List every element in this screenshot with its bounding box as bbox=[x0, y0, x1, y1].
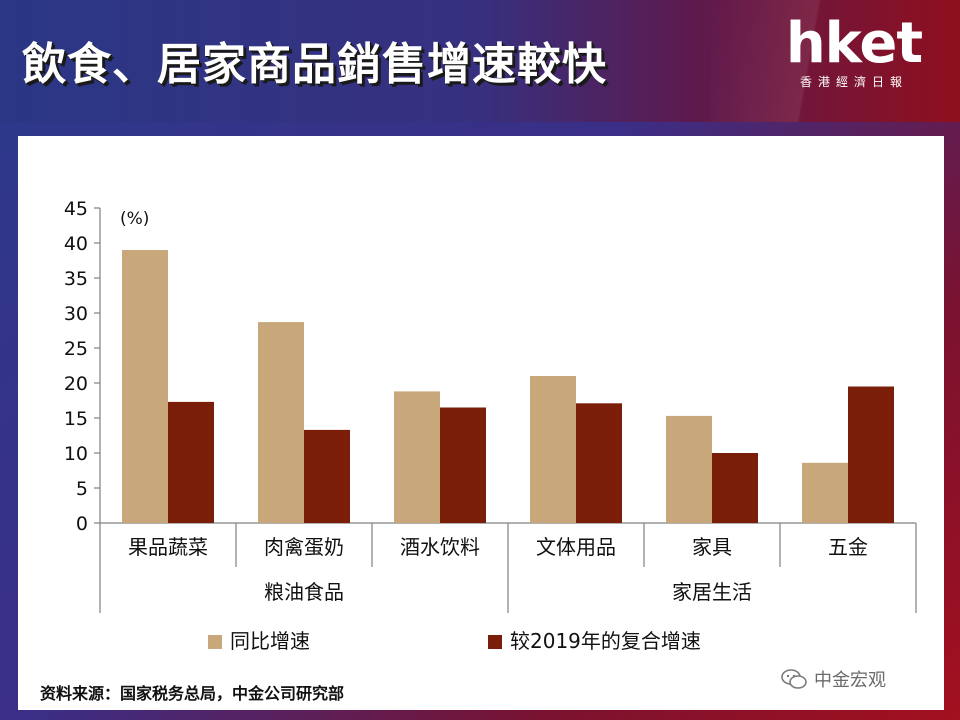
bar-yoy bbox=[258, 322, 304, 523]
bar-cagr bbox=[712, 453, 758, 523]
y-unit-label: (%) bbox=[120, 209, 149, 229]
legend-label: 较2019年的复合增速 bbox=[510, 629, 701, 653]
wechat-icon bbox=[781, 669, 807, 689]
bar-chart: 0 5 10 15 20 25 30 35 40 45 (%) 果品蔬菜 肉禽蛋奶 酒水饮料 文体用品 家具 五… bbox=[64, 198, 917, 653]
y-tick-label: 45 bbox=[64, 198, 88, 220]
bar-yoy bbox=[666, 415, 712, 523]
y-tick-label: 0 bbox=[76, 513, 88, 535]
chart-panel: 0 5 10 15 20 25 30 35 40 45 (%) 果品蔬菜 肉禽蛋奶 酒水饮料 文体用品 家具 五… bbox=[18, 136, 944, 710]
bar-cagr bbox=[848, 386, 894, 523]
logo-word: hket bbox=[785, 11, 923, 76]
y-tick-label: 5 bbox=[76, 478, 88, 500]
page-title: 飲食、居家商品銷售增速較快 bbox=[22, 39, 607, 90]
bar-yoy bbox=[802, 462, 848, 523]
y-tick-label: 30 bbox=[64, 303, 88, 325]
y-tick-label: 20 bbox=[64, 373, 88, 395]
y-tick-label: 25 bbox=[64, 338, 88, 360]
hket-logo: hket 香港經濟日報 bbox=[766, 14, 942, 104]
source-note: 资料来源：国家税务总局，中金公司研究部 bbox=[40, 684, 345, 703]
bar-cagr bbox=[168, 401, 214, 523]
bar-cagr bbox=[440, 407, 486, 523]
category-label: 肉禽蛋奶 bbox=[264, 535, 344, 559]
y-tick-label: 15 bbox=[64, 408, 88, 430]
category-label: 文体用品 bbox=[536, 535, 616, 559]
category-label: 五金 bbox=[828, 535, 868, 559]
bar-yoy bbox=[122, 250, 168, 523]
bar-yoy bbox=[394, 391, 440, 523]
legend-swatch bbox=[488, 635, 502, 649]
y-tick-label: 35 bbox=[64, 268, 88, 290]
logo-subtitle: 香港經濟日報 bbox=[799, 75, 908, 89]
category-label: 果品蔬菜 bbox=[128, 535, 208, 559]
bar-yoy bbox=[530, 376, 576, 523]
y-tick-label: 40 bbox=[64, 233, 88, 255]
watermark-text: 中金宏观 bbox=[814, 670, 886, 691]
header-stripe bbox=[710, 0, 960, 122]
wechat-watermark: 中金宏观 bbox=[780, 666, 886, 692]
legend-swatch bbox=[208, 635, 222, 649]
group-label: 家居生活 bbox=[672, 580, 752, 604]
group-label: 粮油食品 bbox=[264, 580, 344, 604]
header-banner: 飲食、居家商品銷售增速較快 hket 香港經濟日報 bbox=[0, 0, 960, 122]
y-tick-label: 10 bbox=[64, 443, 88, 465]
legend-label: 同比增速 bbox=[230, 629, 310, 653]
category-label: 酒水饮料 bbox=[400, 535, 480, 559]
bar-cagr bbox=[576, 403, 622, 523]
category-label: 家具 bbox=[692, 535, 732, 559]
bar-cagr bbox=[304, 429, 350, 523]
